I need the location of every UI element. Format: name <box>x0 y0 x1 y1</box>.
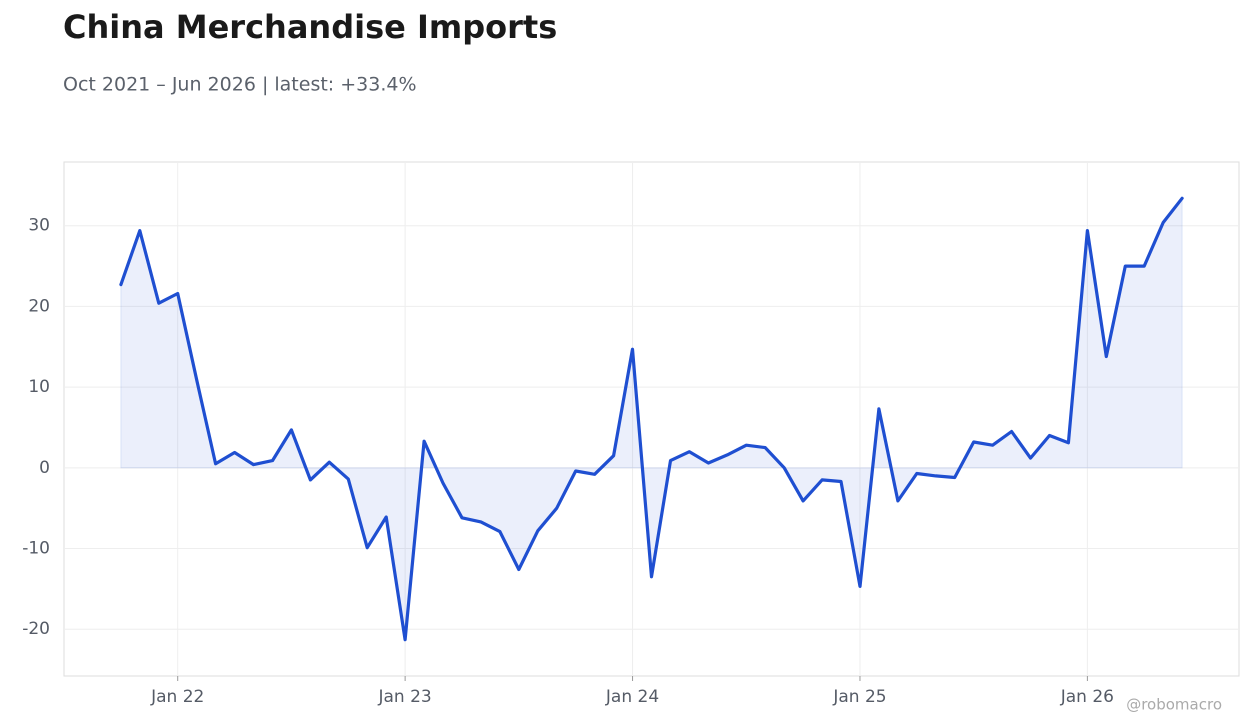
y-tick-label: 30 <box>28 216 50 236</box>
plot-frame <box>63 161 1240 677</box>
y-tick-label: -20 <box>22 619 50 639</box>
y-tick-label: 20 <box>28 296 50 316</box>
x-tick-label: Jan 24 <box>605 687 659 707</box>
chart-subtitle: Oct 2021 – Jun 2026 | latest: +33.4% <box>63 74 417 96</box>
y-tick-label: 10 <box>28 377 50 397</box>
x-tick-label: Jan 26 <box>1060 687 1114 707</box>
y-tick-label: 0 <box>39 458 50 478</box>
watermark: @robomacro <box>1126 696 1222 714</box>
chart-title: China Merchandise Imports <box>63 8 557 46</box>
x-tick-label: Jan 23 <box>378 687 432 707</box>
line <box>119 196 1184 642</box>
x-tick-label: Jan 25 <box>832 687 886 707</box>
y-tick-label: -10 <box>22 539 50 559</box>
x-tick-label: Jan 22 <box>150 687 204 707</box>
